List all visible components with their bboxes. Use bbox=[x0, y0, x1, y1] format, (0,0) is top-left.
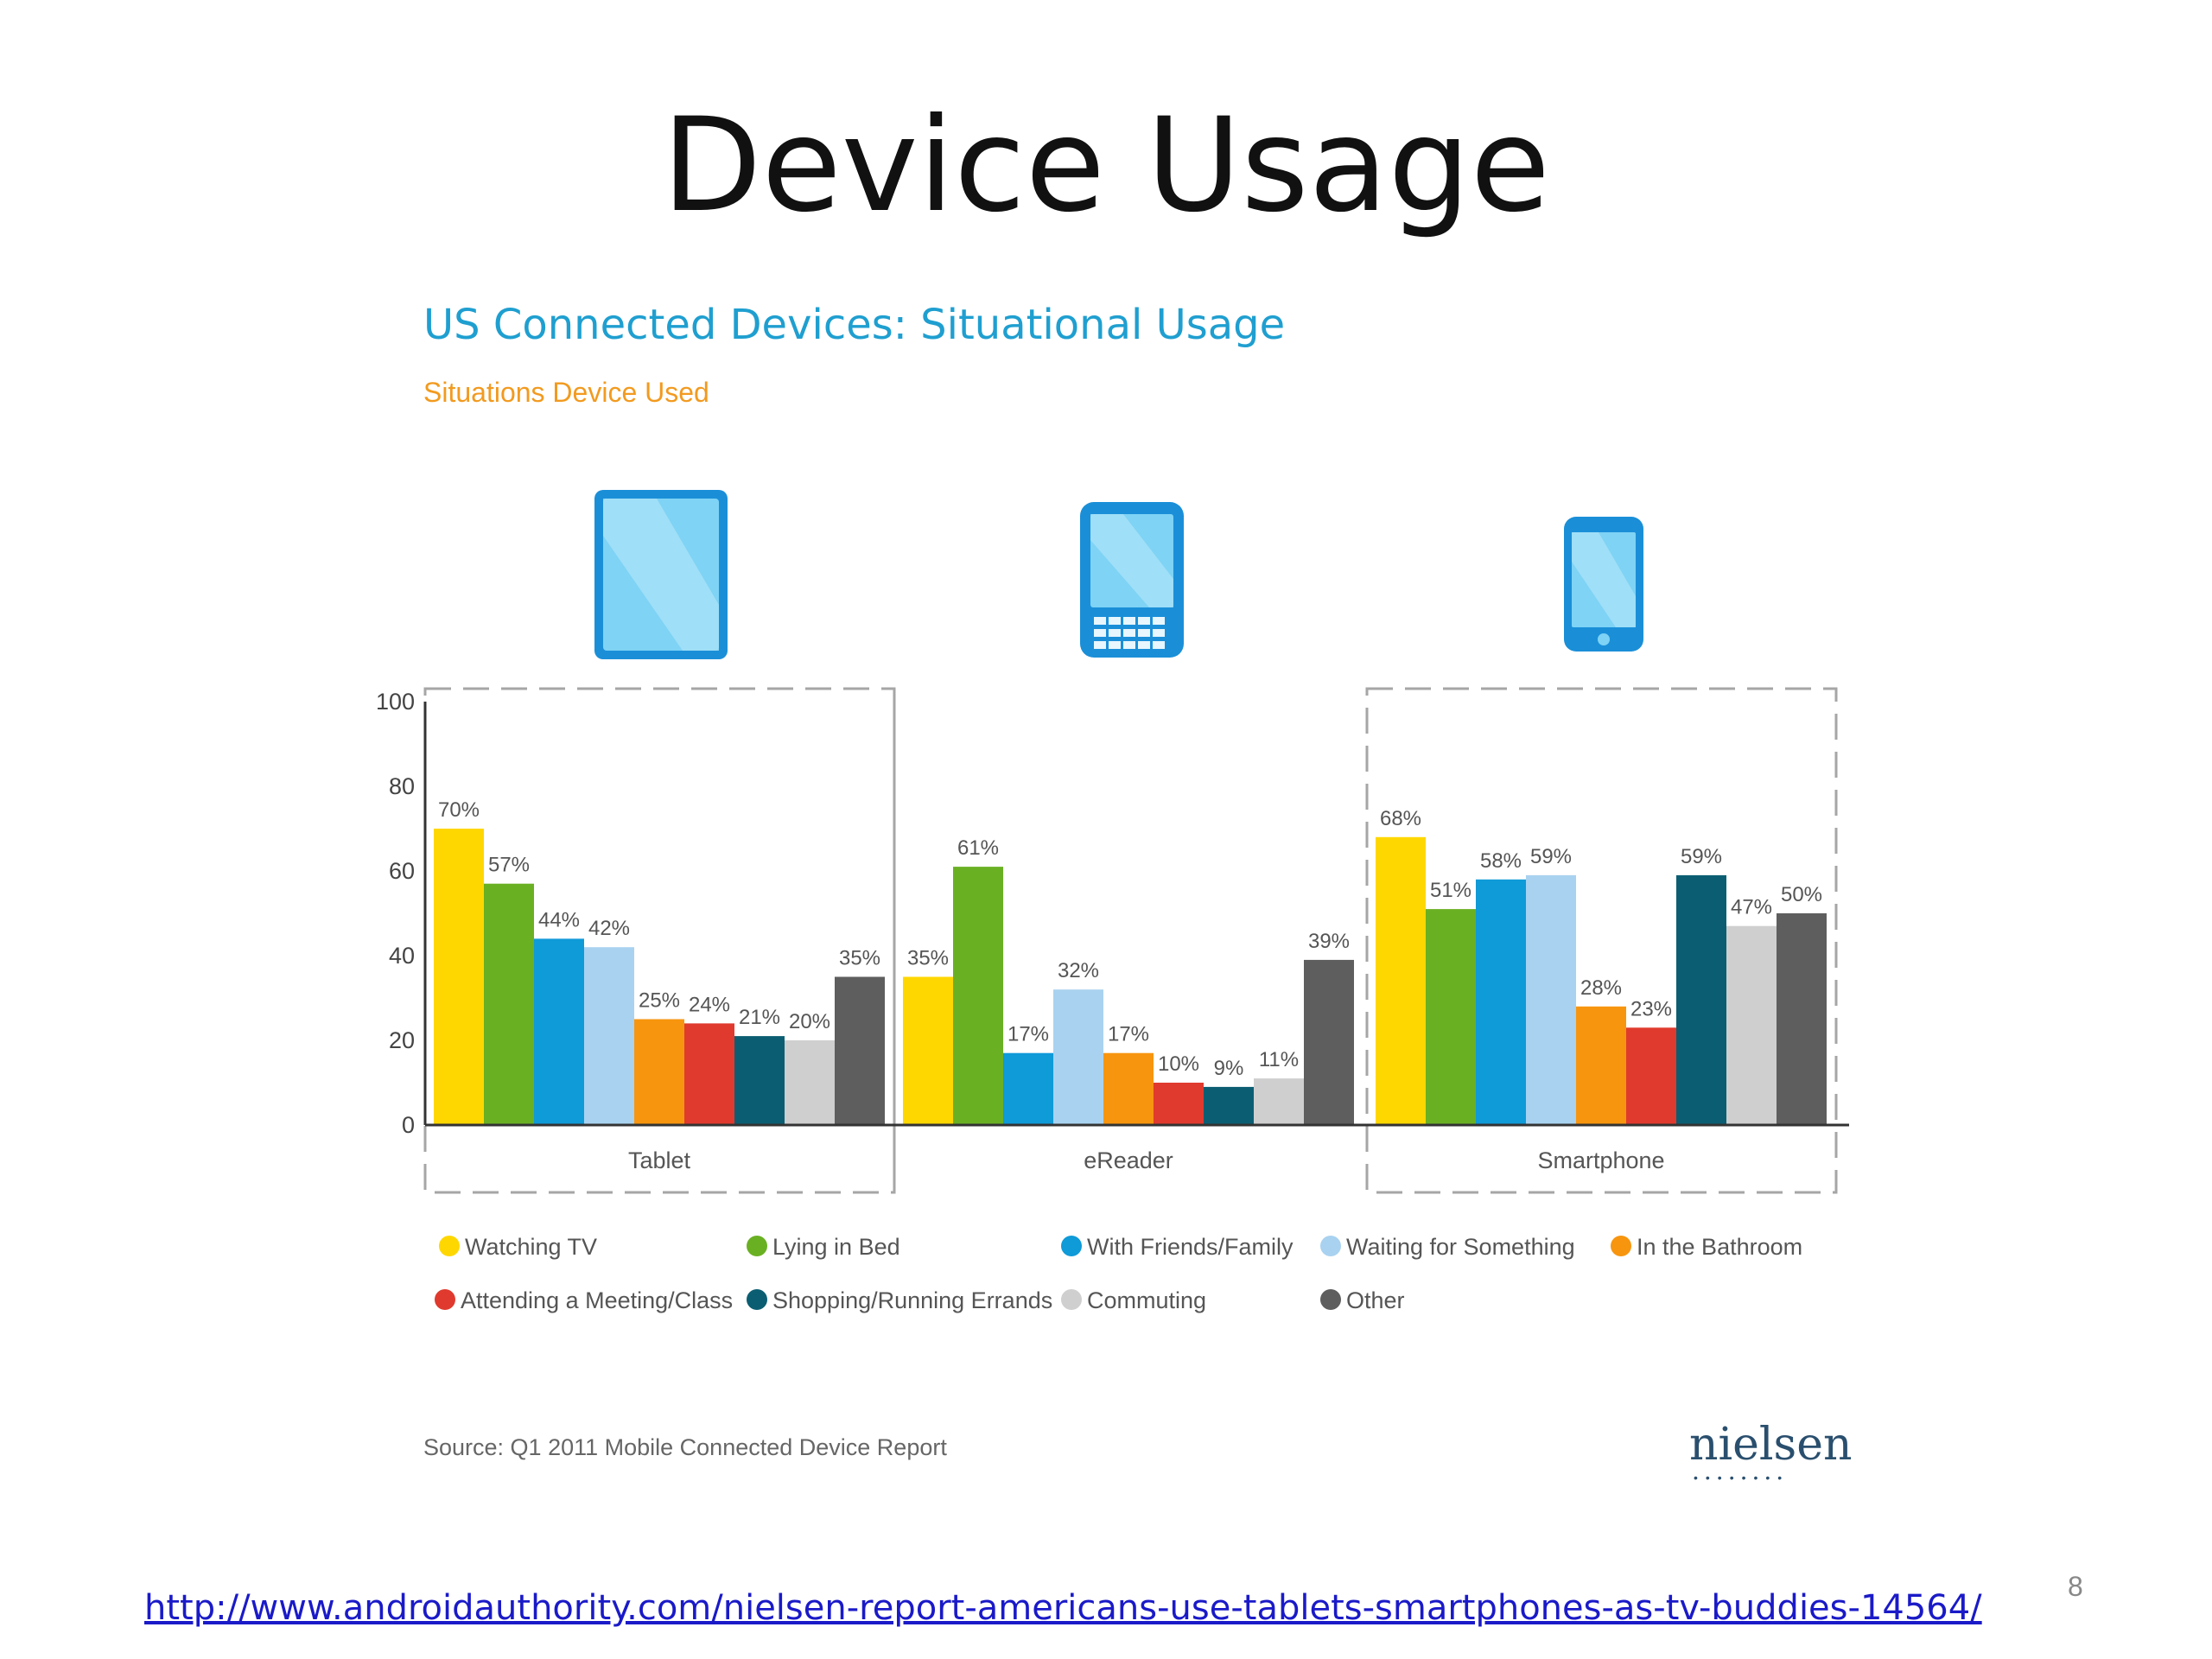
data-label: 10% bbox=[1158, 1052, 1199, 1076]
data-label: 58% bbox=[1480, 849, 1522, 873]
logo-dots: •••••••• bbox=[1694, 1471, 1790, 1484]
page-number: 8 bbox=[2068, 1571, 2083, 1602]
bar-smartphone-5 bbox=[1576, 1006, 1626, 1125]
y-tick-label: 40 bbox=[389, 943, 415, 969]
legend-item-label: Waiting for Something bbox=[1346, 1234, 1575, 1260]
slide-title: Device Usage bbox=[661, 91, 1551, 241]
data-label: 17% bbox=[1108, 1023, 1149, 1046]
data-label: 25% bbox=[639, 989, 680, 1013]
legend-item-label: In the Bathroom bbox=[1637, 1234, 1802, 1260]
data-label: 9% bbox=[1214, 1057, 1244, 1080]
bar-tablet-5 bbox=[634, 1019, 684, 1125]
category-label-tablet: Tablet bbox=[628, 1147, 691, 1173]
bar-smartphone-3 bbox=[1476, 879, 1526, 1125]
legend-swatch bbox=[439, 1236, 460, 1256]
legend-item-label: Lying in Bed bbox=[772, 1234, 900, 1260]
data-label: 21% bbox=[739, 1006, 780, 1029]
legend-swatch bbox=[747, 1236, 767, 1256]
bar-smartphone-2 bbox=[1426, 909, 1476, 1125]
data-label: 20% bbox=[789, 1010, 830, 1033]
bar-ereader-9 bbox=[1304, 959, 1354, 1125]
chart-subtitle: Situations Device Used bbox=[423, 377, 709, 408]
bar-smartphone-7 bbox=[1676, 874, 1726, 1125]
bar-ereader-1 bbox=[903, 976, 953, 1125]
bar-tablet-7 bbox=[734, 1036, 785, 1125]
bar-smartphone-6 bbox=[1626, 1027, 1676, 1125]
data-label: 35% bbox=[907, 947, 949, 970]
legend-swatch bbox=[1611, 1236, 1631, 1256]
bar-tablet-3 bbox=[534, 938, 584, 1125]
smartphone-group-frame bbox=[1365, 687, 1838, 1194]
bar-ereader-5 bbox=[1103, 1052, 1154, 1125]
legend-item-label: With Friends/Family bbox=[1087, 1234, 1294, 1260]
bar-ereader-4 bbox=[1053, 989, 1103, 1125]
data-label: 61% bbox=[957, 836, 999, 860]
bar-ereader-7 bbox=[1204, 1086, 1254, 1125]
data-label: 24% bbox=[689, 993, 730, 1016]
legend-item-label: Watching TV bbox=[465, 1234, 597, 1260]
bar-tablet-6 bbox=[684, 1023, 734, 1125]
bar-tablet-1 bbox=[434, 829, 484, 1125]
bar-ereader-6 bbox=[1154, 1083, 1204, 1125]
data-label: 42% bbox=[588, 917, 630, 940]
category-label-smartphone: Smartphone bbox=[1537, 1147, 1664, 1173]
data-label: 11% bbox=[1259, 1048, 1299, 1071]
legend-swatch bbox=[1320, 1236, 1341, 1256]
category-label-ereader: eReader bbox=[1084, 1147, 1173, 1173]
data-label: 44% bbox=[538, 908, 580, 931]
bar-tablet-8 bbox=[785, 1040, 835, 1125]
legend-swatch bbox=[747, 1289, 767, 1310]
y-tick-label: 80 bbox=[389, 773, 415, 799]
bar-ereader-2 bbox=[953, 867, 1003, 1125]
y-tick-label: 20 bbox=[389, 1027, 415, 1053]
bar-ereader-8 bbox=[1254, 1078, 1304, 1125]
data-label: 17% bbox=[1007, 1023, 1049, 1046]
bar-chart: 70% 57% 44% 42% 25% 24% 21% 20% 35% 35% 61% 17% 32% 1… bbox=[376, 490, 1849, 1313]
ereader-icon bbox=[1080, 502, 1184, 658]
source-note: Source: Q1 2011 Mobile Connected Device … bbox=[423, 1434, 947, 1460]
bar-smartphone-1 bbox=[1376, 836, 1426, 1125]
legend-swatch bbox=[1061, 1289, 1082, 1310]
data-label: 50% bbox=[1781, 883, 1822, 906]
source-link[interactable]: http://www.androidauthority.com/nielsen-… bbox=[144, 1588, 1982, 1628]
data-label: 59% bbox=[1530, 845, 1572, 868]
legend-item-label: Shopping/Running Errands bbox=[772, 1287, 1052, 1313]
smartphone-icon bbox=[1564, 517, 1643, 652]
data-label: 68% bbox=[1380, 807, 1421, 830]
nielsen-logo: nielsen bbox=[1689, 1419, 1853, 1471]
bar-ereader-3 bbox=[1003, 1052, 1053, 1125]
chart-title: US Connected Devices: Situational Usage bbox=[423, 301, 1286, 349]
data-label: 32% bbox=[1058, 959, 1099, 982]
y-tick-label: 100 bbox=[376, 689, 415, 715]
tablet-icon bbox=[594, 490, 728, 659]
bar-tablet-9 bbox=[835, 976, 885, 1125]
data-label: 51% bbox=[1430, 879, 1471, 902]
bar-smartphone-8 bbox=[1726, 925, 1777, 1125]
data-label: 23% bbox=[1630, 997, 1672, 1020]
legend-swatch bbox=[435, 1289, 455, 1310]
data-label: 57% bbox=[488, 854, 530, 877]
bar-tablet-2 bbox=[484, 883, 534, 1125]
legend-item-label: Attending a Meeting/Class bbox=[461, 1287, 733, 1313]
data-label: 59% bbox=[1681, 845, 1722, 868]
bar-smartphone-4 bbox=[1526, 874, 1576, 1125]
bar-smartphone-9 bbox=[1777, 913, 1827, 1125]
bar-tablet-4 bbox=[584, 947, 634, 1125]
legend-item-label: Commuting bbox=[1087, 1287, 1206, 1313]
data-label: 70% bbox=[438, 798, 480, 822]
data-label: 39% bbox=[1308, 930, 1350, 953]
data-label: 47% bbox=[1731, 896, 1772, 919]
legend-swatch bbox=[1320, 1289, 1341, 1310]
data-label: 35% bbox=[839, 947, 880, 970]
y-tick-label: 60 bbox=[389, 858, 415, 884]
legend-swatch bbox=[1061, 1236, 1082, 1256]
y-tick-label: 0 bbox=[402, 1112, 415, 1138]
legend-item-label: Other bbox=[1346, 1287, 1405, 1313]
data-label: 28% bbox=[1580, 976, 1622, 1000]
